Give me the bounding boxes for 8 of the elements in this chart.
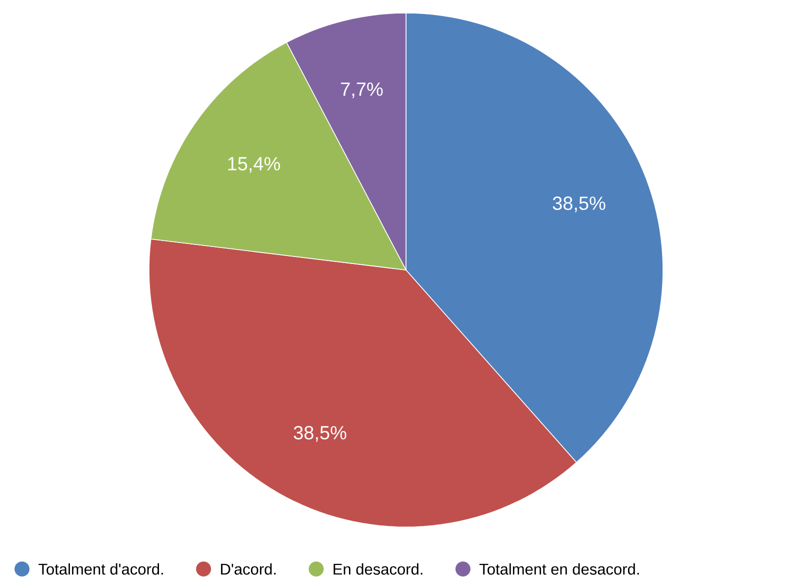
legend-label: D'acord.: [221, 563, 276, 575]
data-label: 38,5%: [552, 196, 606, 212]
legend-label: Totalment en desacord.: [479, 563, 639, 575]
legend-label: Totalment d'acord.: [38, 563, 163, 575]
data-label: 15,4%: [228, 157, 280, 173]
data-label: 38,5%: [294, 426, 346, 442]
data-label: 7,7%: [341, 82, 383, 98]
legend-label: En desacord.: [334, 563, 422, 575]
